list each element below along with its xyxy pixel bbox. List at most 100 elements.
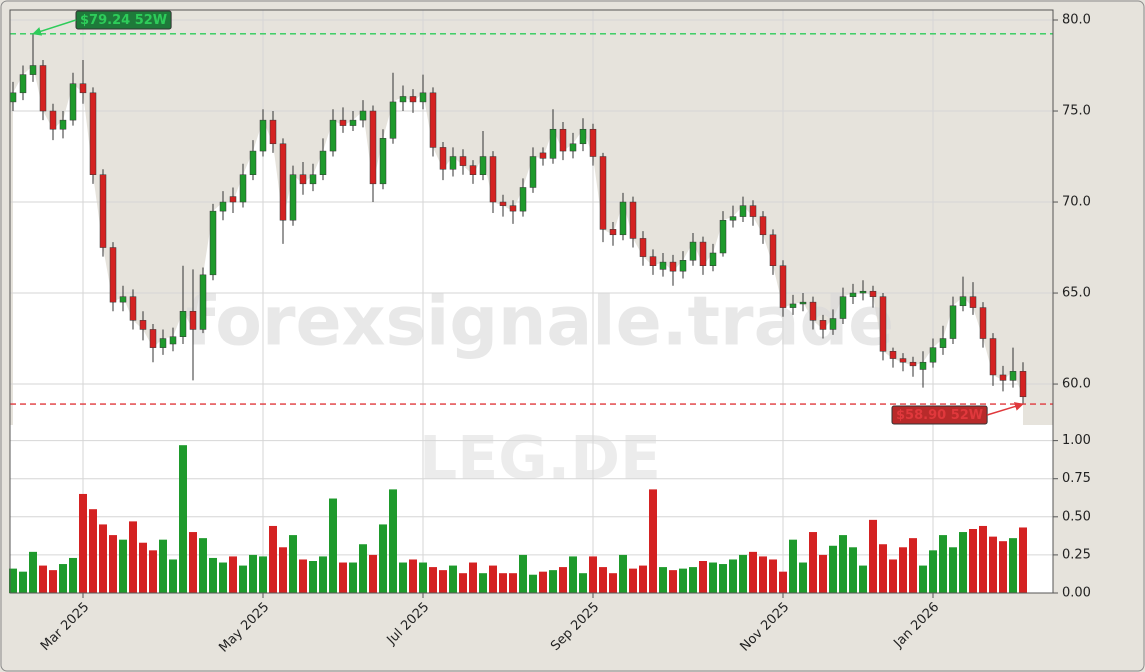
candle-body (119, 296, 127, 303)
volume-bar (749, 551, 757, 593)
candle-body (339, 119, 347, 126)
volume-bar (329, 498, 337, 593)
candle-body (919, 361, 927, 370)
volume-bar (29, 551, 37, 593)
volume-bar (899, 547, 907, 593)
candle-body (799, 301, 807, 305)
volume-bar (589, 556, 597, 593)
hline-arrow (32, 19, 77, 36)
watermark: LEG.DE (419, 424, 661, 494)
candle-body (829, 318, 837, 330)
candle-body (489, 156, 497, 203)
volume-bar (659, 567, 667, 593)
candle-body (139, 320, 147, 330)
volume-bar (429, 567, 437, 593)
candle-body (859, 290, 867, 294)
volume-bar (299, 559, 307, 593)
volume-bar (679, 568, 687, 593)
volume-bar (499, 573, 507, 593)
volume-bar (449, 565, 457, 593)
volume-bar (849, 547, 857, 593)
y-tick-label: 70.0 (1062, 195, 1091, 210)
candle-body (129, 296, 137, 321)
volume-bar (979, 525, 987, 593)
candle-body (439, 147, 447, 170)
volume-bar (689, 567, 697, 593)
volume-bar (909, 538, 917, 593)
candle-body (869, 290, 877, 297)
volume-bar (809, 532, 817, 593)
candle-body (179, 310, 187, 337)
volume-bar (369, 554, 377, 593)
candle-body (609, 229, 617, 236)
y-tick-label: 75.0 (1062, 104, 1091, 119)
candle-body (259, 119, 267, 152)
volume-bar (119, 539, 127, 593)
candle-body (809, 301, 817, 321)
candle-body (689, 241, 697, 261)
y-tick-label: 0.25 (1062, 547, 1091, 562)
volume-bar (439, 570, 447, 593)
candle-body (949, 305, 957, 339)
candle-body (409, 96, 417, 103)
volume-bar (519, 554, 527, 593)
candle-body (69, 83, 77, 121)
candle-body (769, 234, 777, 266)
candle-body (359, 110, 367, 121)
volume-bar (919, 565, 927, 593)
y-tick-label: 65.0 (1062, 286, 1091, 301)
candle-body (1019, 371, 1027, 398)
volume-bar (969, 529, 977, 593)
candle-body (109, 247, 117, 303)
volume-bar (49, 570, 57, 593)
candle-body (239, 174, 247, 203)
volume-bar (579, 573, 587, 593)
volume-bar (709, 562, 717, 593)
volume-bar (769, 559, 777, 593)
candle-body (659, 261, 667, 270)
candle-body (569, 143, 577, 152)
candle-body (89, 92, 97, 175)
volume-bar (959, 532, 967, 593)
candle-body (879, 296, 887, 352)
y-tick-label: 60.0 (1062, 377, 1091, 392)
volume-bar (819, 554, 827, 593)
candle-body (729, 216, 737, 221)
volume-bar (739, 554, 747, 593)
volume-bar (569, 556, 577, 593)
candle-body (219, 201, 227, 212)
hline-label: $58.90 52W (896, 408, 983, 423)
volume-bar (609, 573, 617, 593)
candle-body (309, 174, 317, 185)
volume-bar (639, 565, 647, 593)
candle-body (899, 358, 907, 363)
y-tick-label: 0.75 (1062, 471, 1091, 486)
candle-body (329, 119, 337, 152)
candle-body (59, 119, 67, 130)
volume-bar (99, 524, 107, 593)
candle-body (209, 210, 217, 276)
volume-bar (249, 554, 257, 593)
volume-bar (279, 547, 287, 593)
candle-body (229, 196, 237, 203)
volume-bar (989, 536, 997, 593)
y-tick-label: 0.00 (1062, 586, 1091, 601)
volume-bar (479, 573, 487, 593)
volume-bar (89, 509, 97, 593)
volume-bar (19, 571, 27, 593)
candle-body (469, 165, 477, 175)
volume-bar (339, 562, 347, 593)
candle-body (639, 238, 647, 257)
candle-body (419, 92, 427, 103)
volume-bar (629, 568, 637, 593)
candle-body (399, 96, 407, 103)
volume-bar (9, 568, 17, 593)
candle-body (709, 252, 717, 266)
candle-body (819, 320, 827, 330)
candle-body (189, 310, 197, 330)
volume-bar (209, 557, 217, 593)
candle-body (379, 138, 387, 185)
candle-body (629, 201, 637, 239)
candle-body (649, 256, 657, 266)
